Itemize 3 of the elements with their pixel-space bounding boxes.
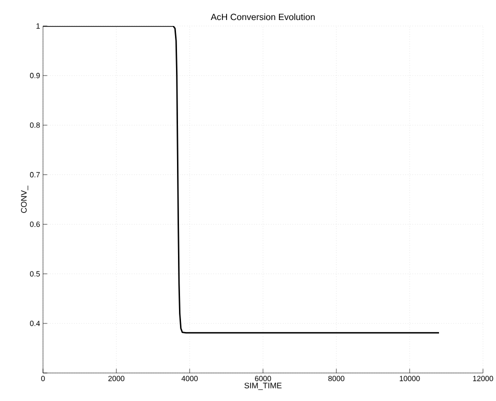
chart-title: AcH Conversion Evolution xyxy=(210,14,315,20)
x-axis-title: SIM_TIME xyxy=(244,382,282,390)
y-axis-title: CONV_ xyxy=(21,186,28,213)
